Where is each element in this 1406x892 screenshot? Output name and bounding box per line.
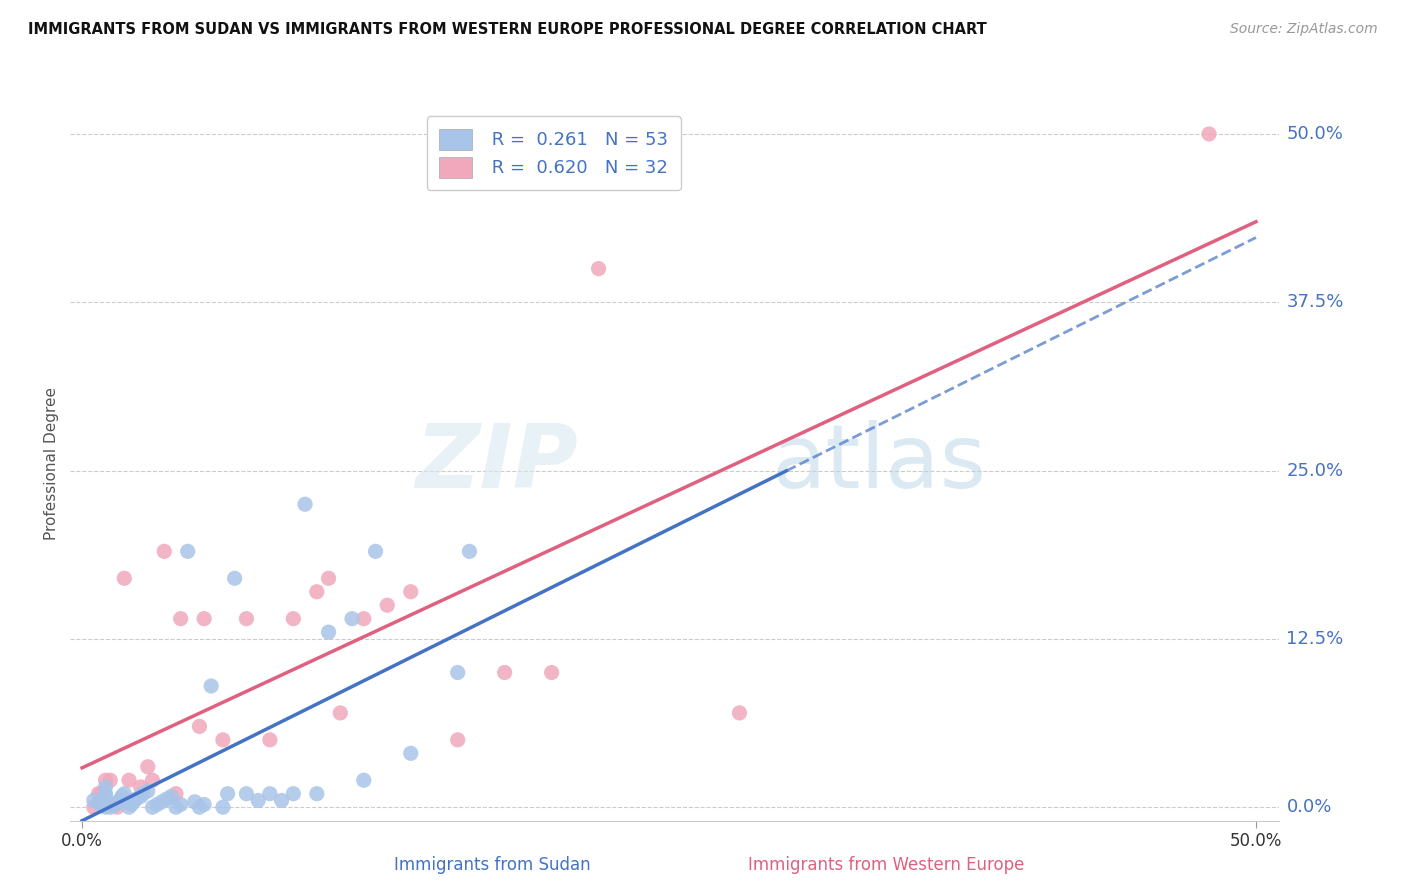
Text: Source: ZipAtlas.com: Source: ZipAtlas.com <box>1230 22 1378 37</box>
Point <box>165 800 187 814</box>
Point <box>94 780 117 794</box>
Point <box>160 789 183 804</box>
Point <box>98 800 121 814</box>
Point <box>188 719 211 733</box>
Point <box>94 793 117 807</box>
Point <box>120 797 142 812</box>
Point <box>353 612 375 626</box>
Point <box>105 800 128 814</box>
Point <box>90 797 112 812</box>
Point <box>188 800 211 814</box>
Text: 50.0%: 50.0% <box>1286 125 1343 143</box>
Point <box>105 796 128 810</box>
Text: 12.5%: 12.5% <box>1286 630 1344 648</box>
Point <box>364 544 387 558</box>
Y-axis label: Professional Degree: Professional Degree <box>44 387 59 541</box>
Point <box>329 706 352 720</box>
Point <box>98 773 121 788</box>
Point <box>217 787 239 801</box>
Point <box>125 792 148 806</box>
Point <box>259 787 281 801</box>
Point <box>91 798 114 813</box>
Point <box>235 612 257 626</box>
Point <box>375 598 398 612</box>
Point <box>353 773 375 788</box>
Point <box>87 787 110 801</box>
Point <box>212 732 235 747</box>
Point <box>101 798 124 813</box>
Point <box>1198 127 1220 141</box>
Point <box>150 795 173 809</box>
Point <box>305 584 328 599</box>
Point <box>165 787 187 801</box>
Text: 0.0%: 0.0% <box>1286 798 1331 816</box>
Point <box>132 787 155 801</box>
Point <box>458 544 481 558</box>
Point <box>111 789 134 804</box>
Text: ZIP: ZIP <box>415 420 578 508</box>
Point <box>94 773 117 788</box>
Point <box>399 747 422 761</box>
Point <box>176 544 198 558</box>
Point <box>283 787 305 801</box>
Point <box>193 797 215 812</box>
Point <box>94 787 117 801</box>
Text: atlas: atlas <box>772 420 987 508</box>
Point <box>155 792 177 806</box>
Point <box>118 773 141 788</box>
Point <box>305 787 328 801</box>
Point <box>540 665 562 680</box>
Point <box>399 584 422 599</box>
Point <box>259 732 281 747</box>
Point <box>94 789 117 804</box>
Point <box>136 784 159 798</box>
Point <box>235 787 257 801</box>
Point <box>87 796 110 810</box>
Point <box>146 797 169 812</box>
Text: Immigrants from Sudan: Immigrants from Sudan <box>394 855 591 873</box>
Text: IMMIGRANTS FROM SUDAN VS IMMIGRANTS FROM WESTERN EUROPE PROFESSIONAL DEGREE CORR: IMMIGRANTS FROM SUDAN VS IMMIGRANTS FROM… <box>28 22 987 37</box>
Point <box>94 800 117 814</box>
Point <box>270 793 292 807</box>
Point <box>212 800 235 814</box>
Point <box>118 800 141 814</box>
Point <box>169 797 191 812</box>
Point <box>108 793 131 807</box>
Point <box>112 787 135 801</box>
Point <box>94 797 117 812</box>
Point <box>112 571 135 585</box>
Point <box>169 612 191 626</box>
Point <box>122 795 145 809</box>
Point <box>318 625 340 640</box>
Point <box>224 571 246 585</box>
Point <box>447 665 470 680</box>
Point <box>136 760 159 774</box>
Point <box>247 793 270 807</box>
Point <box>193 612 215 626</box>
Point <box>728 706 751 720</box>
Point <box>83 793 105 807</box>
Point <box>283 612 305 626</box>
Point <box>294 497 316 511</box>
Point <box>200 679 222 693</box>
Point <box>83 800 105 814</box>
Text: 37.5%: 37.5% <box>1286 293 1344 311</box>
Point <box>129 780 152 794</box>
Point <box>318 571 340 585</box>
Point <box>129 789 152 804</box>
Point <box>141 800 163 814</box>
Point <box>447 732 470 747</box>
Point <box>90 787 112 801</box>
Legend:  R =  0.261   N = 53,  R =  0.620   N = 32: R = 0.261 N = 53, R = 0.620 N = 32 <box>427 116 681 190</box>
Text: 25.0%: 25.0% <box>1286 461 1344 480</box>
Point <box>184 795 207 809</box>
Point <box>494 665 516 680</box>
Text: Immigrants from Western Europe: Immigrants from Western Europe <box>748 855 1024 873</box>
Point <box>104 797 127 812</box>
Point <box>141 773 163 788</box>
Point <box>588 261 610 276</box>
Point <box>340 612 363 626</box>
Point <box>153 544 176 558</box>
